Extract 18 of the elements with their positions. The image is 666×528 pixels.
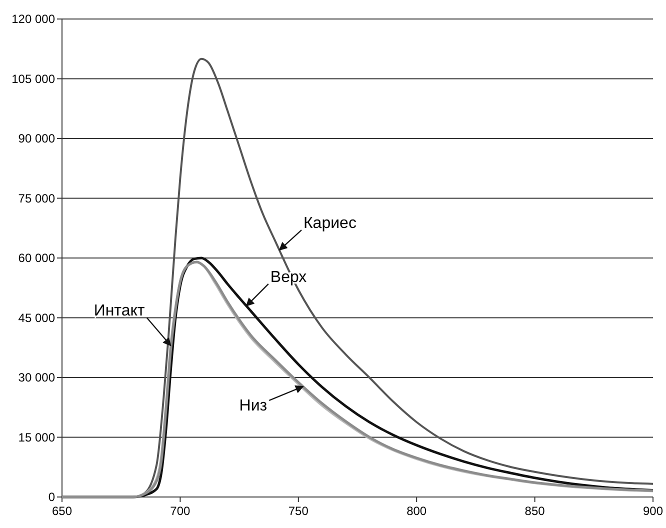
series-label: Интакт <box>94 302 146 320</box>
y-tick-label: 15 000 <box>18 430 56 444</box>
series-label: Кариес <box>303 215 356 232</box>
x-tick-label: 800 <box>406 504 427 518</box>
y-tick-label: 60 000 <box>18 251 56 266</box>
y-tick-label: 105 000 <box>12 72 56 86</box>
x-tick-label: 750 <box>288 504 309 518</box>
text: Низ <box>239 397 268 414</box>
y-tick-label: 30 000 <box>18 370 56 385</box>
y-tick-label: 90 000 <box>18 132 56 146</box>
x-tick-label: 850 <box>524 504 546 518</box>
y-tick-label: 120 000 <box>12 12 56 26</box>
y-tick-label: 75 000 <box>18 191 56 206</box>
y-tick-label: 45 000 <box>18 310 56 325</box>
y-tick-label: 0 <box>48 490 56 504</box>
x-tick-label: 900 <box>642 504 664 518</box>
x-tick-label: 700 <box>170 504 191 518</box>
x-tick-label: 650 <box>52 504 72 518</box>
